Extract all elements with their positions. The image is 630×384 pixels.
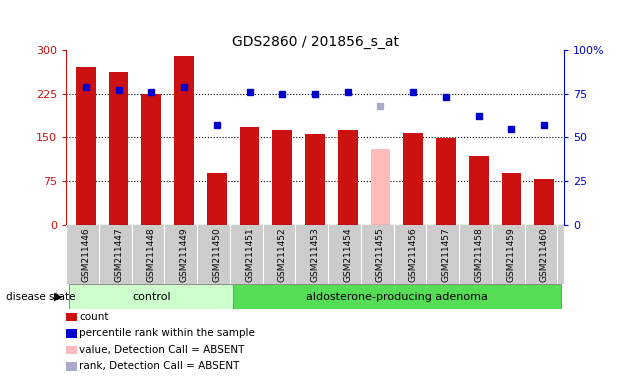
Text: rank, Detection Call = ABSENT: rank, Detection Call = ABSENT — [79, 361, 240, 371]
Text: count: count — [79, 312, 109, 322]
Text: GSM211447: GSM211447 — [114, 228, 123, 282]
Bar — [207, 174, 227, 225]
Bar — [109, 72, 129, 225]
Text: ▶: ▶ — [54, 291, 63, 302]
Bar — [76, 68, 96, 225]
Bar — [142, 94, 161, 225]
Text: GSM211453: GSM211453 — [311, 228, 319, 282]
Text: control: control — [132, 291, 171, 302]
Text: GSM211454: GSM211454 — [343, 228, 352, 282]
Bar — [534, 179, 554, 225]
Text: GSM211449: GSM211449 — [180, 228, 188, 282]
Text: GSM211452: GSM211452 — [278, 228, 287, 282]
Bar — [370, 149, 391, 225]
Bar — [305, 134, 325, 225]
Bar — [338, 130, 358, 225]
Bar — [501, 174, 521, 225]
Text: GSM211458: GSM211458 — [474, 228, 483, 282]
Bar — [272, 130, 292, 225]
Text: GSM211455: GSM211455 — [376, 228, 385, 282]
Text: GSM211459: GSM211459 — [507, 228, 516, 282]
Text: GSM211457: GSM211457 — [442, 228, 450, 282]
Text: GSM211451: GSM211451 — [245, 228, 254, 282]
Bar — [175, 56, 194, 225]
Bar — [403, 132, 423, 225]
Text: GSM211456: GSM211456 — [409, 228, 418, 282]
Bar — [233, 284, 561, 309]
Bar — [436, 139, 455, 225]
Text: GSM211446: GSM211446 — [81, 228, 90, 282]
Bar — [469, 156, 488, 225]
Text: aldosterone-producing adenoma: aldosterone-producing adenoma — [306, 291, 488, 302]
Text: value, Detection Call = ABSENT: value, Detection Call = ABSENT — [79, 345, 244, 355]
Bar — [69, 284, 233, 309]
Bar — [239, 127, 260, 225]
Text: GSM211448: GSM211448 — [147, 228, 156, 282]
Text: GSM211450: GSM211450 — [212, 228, 221, 282]
Title: GDS2860 / 201856_s_at: GDS2860 / 201856_s_at — [231, 35, 399, 49]
Text: GSM211460: GSM211460 — [540, 228, 549, 282]
Text: disease state: disease state — [6, 291, 76, 302]
Text: percentile rank within the sample: percentile rank within the sample — [79, 328, 255, 338]
